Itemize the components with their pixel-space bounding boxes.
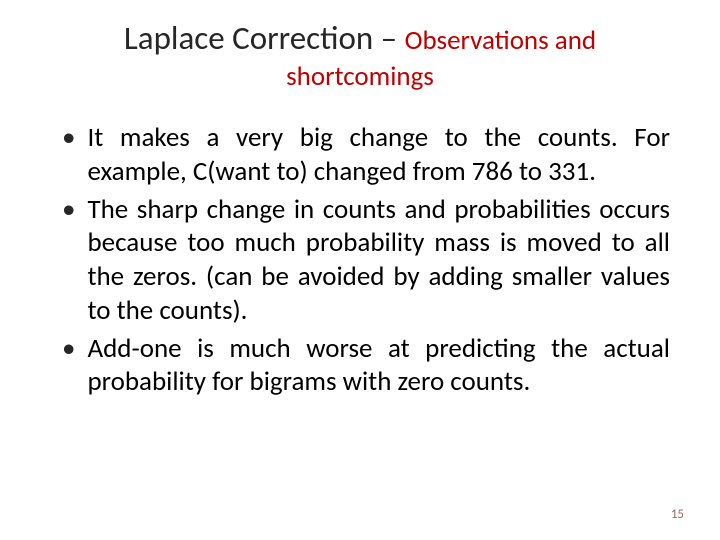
title-main: Laplace Correction – [124, 18, 405, 58]
list-item: • The sharp change in counts and probabi… [62, 193, 670, 328]
slide-container: Laplace Correction – Observations and sh… [0, 0, 720, 540]
bullet-text: The sharp change in counts and probabili… [87, 193, 670, 328]
title-line1: Laplace Correction – Observations and [60, 18, 660, 58]
page-number: 15 [671, 507, 684, 522]
title-subtitle-part2: shortcomings [60, 60, 660, 93]
bullet-marker-icon: • [62, 121, 75, 189]
bullet-marker-icon: • [62, 193, 75, 328]
list-item: • Add-one is much worse at predicting th… [62, 332, 670, 400]
bullet-marker-icon: • [62, 332, 75, 400]
bullet-text: Add-one is much worse at predicting the … [87, 332, 670, 400]
title-area: Laplace Correction – Observations and sh… [50, 18, 670, 93]
list-item: • It makes a very big change to the coun… [62, 121, 670, 189]
bullet-text: It makes a very big change to the counts… [87, 121, 670, 189]
title-subtitle-part1: Observations and [405, 24, 597, 57]
content-area: • It makes a very big change to the coun… [50, 121, 670, 399]
